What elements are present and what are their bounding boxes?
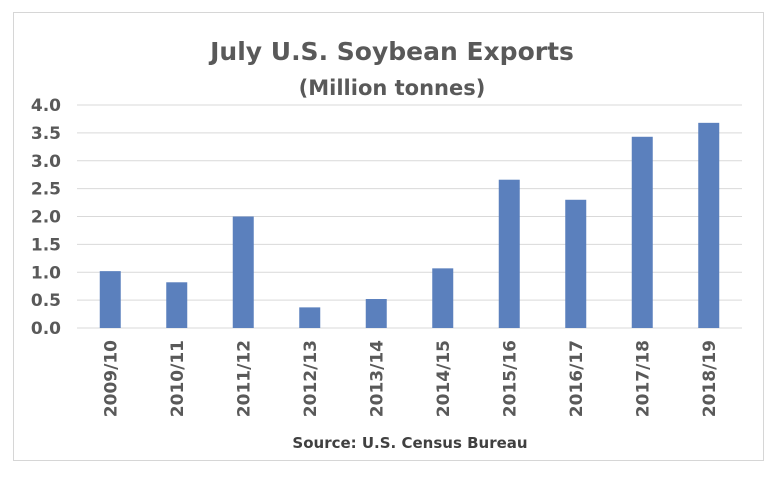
- y-axis-ticks: 0.0 0.5 1.0 1.5 2.0 2.5 3.0 3.5 4.0: [31, 96, 61, 339]
- x-tick-label: 2016/17: [567, 340, 587, 417]
- bar-2010-11: [166, 282, 188, 328]
- y-tick-label: 3.0: [31, 152, 61, 172]
- bar-2011-12: [232, 216, 254, 328]
- x-tick-label: 2010/11: [168, 340, 188, 417]
- x-axis-ticks: 2009/10 2010/11 2011/12 2012/13 2013/14 2014/…: [101, 340, 720, 417]
- y-tick-label: 4.0: [31, 96, 61, 116]
- y-tick-label: 0.0: [31, 319, 61, 339]
- y-tick-label: 1.0: [31, 263, 61, 283]
- x-tick-label: 2009/10: [101, 340, 121, 417]
- y-tick-label: 2.5: [31, 180, 61, 200]
- chart-subtitle: (Million tonnes): [299, 76, 486, 100]
- bar-2014-15: [432, 268, 454, 328]
- x-tick-label: 2011/12: [234, 340, 254, 417]
- bar-2017-18: [631, 136, 653, 328]
- y-tick-label: 2.0: [31, 208, 61, 228]
- bar-2012-13: [299, 307, 321, 328]
- chart-title: July U.S. Soybean Exports: [208, 37, 574, 66]
- bar-2018-19: [698, 122, 720, 328]
- x-tick-label: 2017/18: [633, 340, 653, 417]
- y-tick-label: 0.5: [31, 291, 61, 311]
- x-tick-label: 2013/14: [367, 340, 387, 417]
- bars: [99, 122, 720, 328]
- source-note: Source: U.S. Census Bureau: [292, 434, 527, 452]
- x-tick-label: 2018/19: [700, 340, 720, 417]
- y-tick-label: 1.5: [31, 235, 61, 255]
- bar-2015-16: [498, 179, 520, 328]
- x-tick-label: 2014/15: [434, 340, 454, 417]
- bar-2013-14: [365, 299, 387, 328]
- x-tick-label: 2012/13: [301, 340, 321, 417]
- gridlines: [77, 104, 742, 329]
- bar-2016-17: [565, 199, 587, 328]
- x-tick-label: 2015/16: [500, 340, 520, 417]
- bar-2009-10: [99, 271, 121, 328]
- y-tick-label: 3.5: [31, 124, 61, 144]
